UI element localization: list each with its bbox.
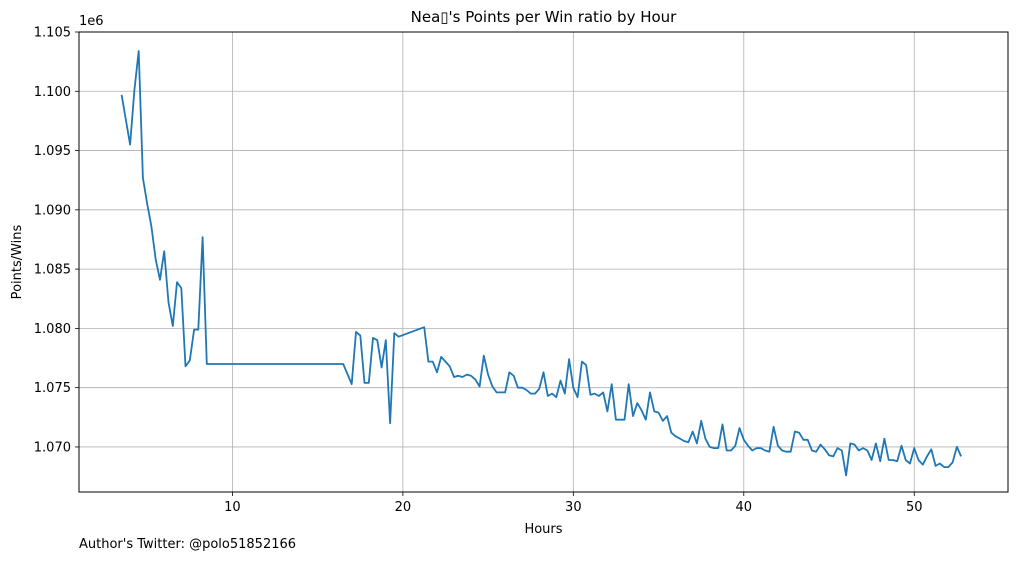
y-tick-label: 1.095 — [34, 144, 71, 159]
plot-frame — [78, 31, 1009, 493]
series-layer — [120, 50, 962, 477]
y-tick-label: 1.070 — [34, 440, 71, 455]
x-tick-label: 20 — [395, 500, 412, 515]
y-tick-label: 1.080 — [34, 322, 71, 337]
x-tick-label: 40 — [736, 500, 753, 515]
y-tick-label: 1.100 — [34, 85, 71, 100]
y-offset-label: 1e6 — [79, 14, 104, 29]
x-tick-label: 10 — [224, 500, 241, 515]
y-tick-label: 1.090 — [34, 203, 71, 218]
y-tick-label: 1.075 — [34, 381, 71, 396]
y-axis-label: Points/Wins — [10, 224, 25, 299]
grid — [79, 31, 1008, 492]
y-tick-label: 1.105 — [34, 26, 71, 41]
x-axis-label: Hours — [524, 522, 562, 537]
y-tick-label: 1.085 — [34, 263, 71, 278]
ticks: 10 20 30 40 50 1.070 1.075 1.080 1.085 1.090 1.095… — [34, 26, 923, 516]
author-credit: Author's Twitter: @polo51852166 — [79, 537, 297, 552]
x-tick-label: 30 — [565, 500, 582, 515]
chart-title: Nea▯'s Points per Win ratio by Hour — [411, 8, 678, 26]
x-tick-label: 50 — [906, 500, 923, 515]
series-line — [120, 50, 962, 477]
